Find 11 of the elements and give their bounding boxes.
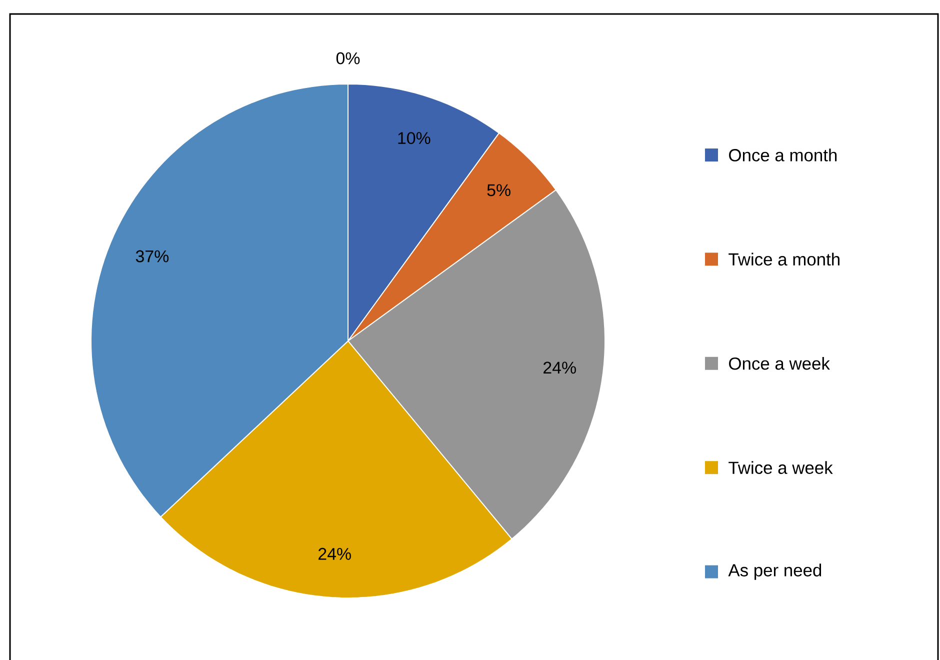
data-label: 24%: [544, 362, 576, 374]
data-label: 37%: [136, 250, 169, 262]
text: 0%: [336, 52, 360, 64]
legend-label: As per need: [728, 564, 822, 580]
legend-label: Once a week: [729, 356, 830, 370]
data-label: 10%: [398, 132, 430, 144]
data-label: 5%: [487, 184, 510, 196]
legend-label: Once a month: [729, 148, 837, 162]
data-label: 24%: [318, 548, 351, 560]
legend-label: Twice a month: [728, 252, 840, 266]
legend-label: Twice a week: [728, 461, 833, 474]
